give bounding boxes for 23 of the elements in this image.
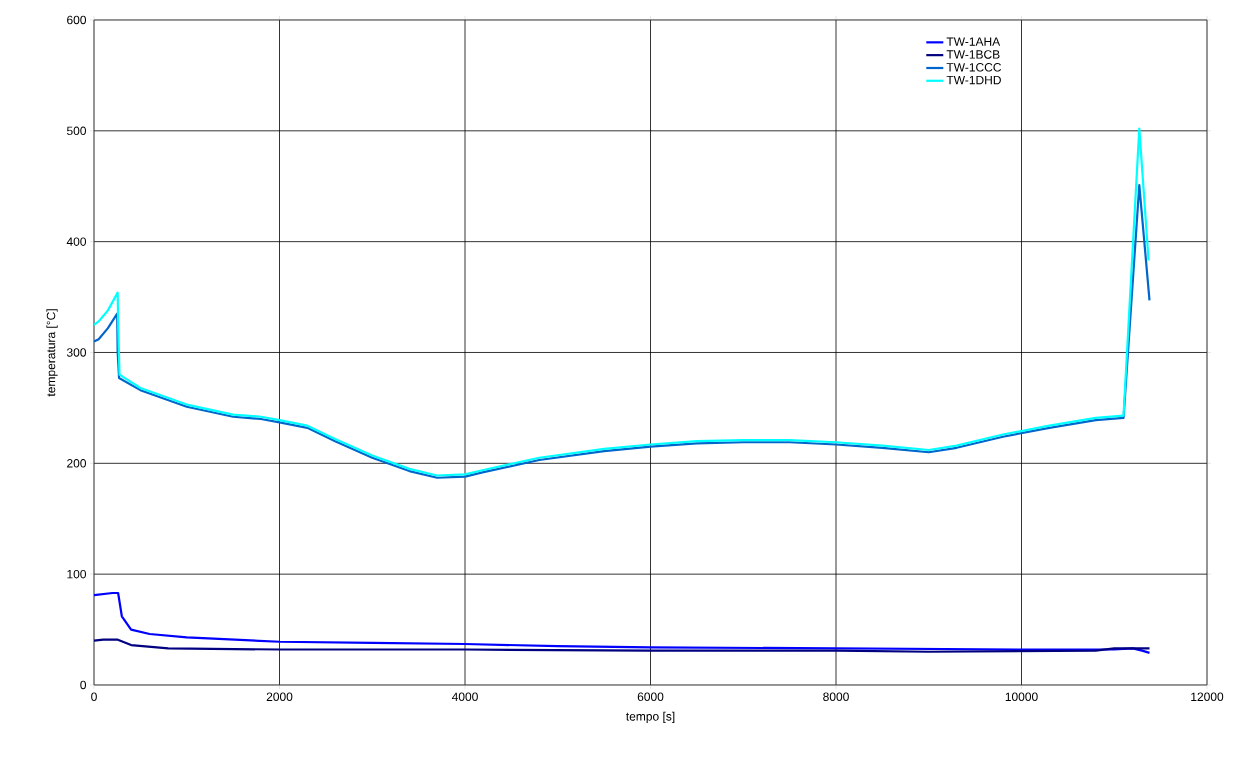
line-series: [94, 127, 1150, 477]
x-axis-title: tempo [s]: [626, 711, 675, 724]
y-tick-label: 100: [67, 569, 87, 579]
y-tick-label: 200: [67, 459, 87, 468]
legend-label: TW-1AHA: [946, 37, 1001, 46]
y-tick-label: 0: [80, 680, 87, 690]
y-tick-label: 400: [66, 237, 87, 246]
x-tick-label: 6000: [637, 692, 664, 702]
y-axis-title: temperatura [°C]: [46, 309, 58, 397]
x-tick-label: 12000: [1191, 692, 1224, 702]
x-tick-label: 2000: [266, 692, 293, 702]
line-series: [94, 638, 1151, 653]
legend-label: TW-1BCB: [946, 50, 1000, 59]
x-tick-label: 8000: [823, 692, 849, 702]
y-tick-label: 500: [66, 126, 87, 136]
x-tick-label: 10000: [1005, 692, 1038, 702]
line-series: [94, 184, 1151, 479]
legend-label: TW-1DHD: [946, 75, 1001, 85]
y-tick-label: 600: [67, 15, 87, 25]
y-tick-label: 300: [66, 348, 87, 357]
x-tick-label: 4000: [451, 692, 478, 702]
x-tick-label: 0: [91, 692, 97, 702]
legend-label: TW-1CCC: [946, 63, 1002, 72]
